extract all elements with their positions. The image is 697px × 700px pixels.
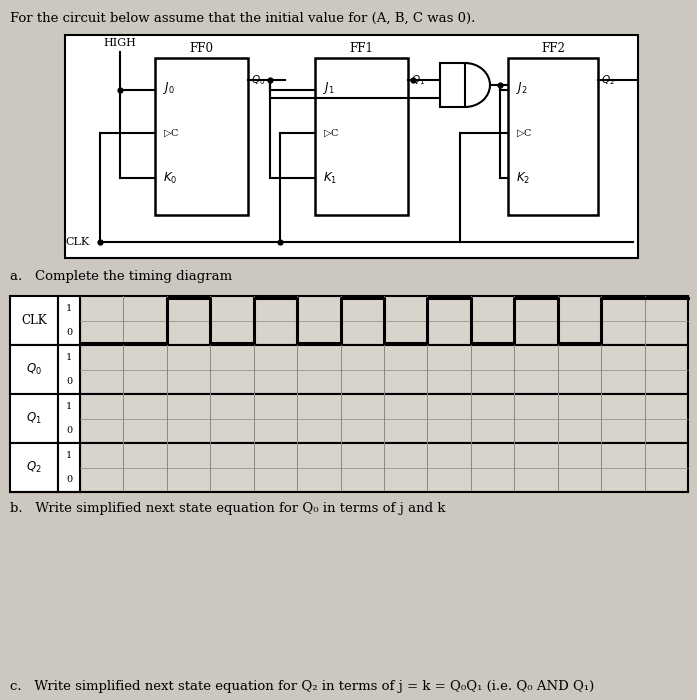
Text: $Q_2$: $Q_2$ (601, 73, 615, 87)
Text: 1: 1 (66, 402, 72, 411)
Text: a.   Complete the timing diagram: a. Complete the timing diagram (10, 270, 232, 283)
Bar (80, 296, 688, 345)
Text: $J_0$: $J_0$ (163, 80, 175, 96)
Text: $K_1$: $K_1$ (323, 171, 337, 186)
Bar (10, 492, 688, 498)
Text: b.   Write simplified next state equation for Q₀ in terms of j and k: b. Write simplified next state equation … (10, 502, 445, 515)
Text: $J_2$: $J_2$ (516, 80, 528, 96)
Bar (80, 443, 688, 492)
Text: $J_1$: $J_1$ (323, 80, 335, 96)
Bar (10, 345, 58, 394)
Text: $Q_0$: $Q_0$ (251, 73, 266, 87)
Bar (80, 345, 688, 394)
Text: 0: 0 (66, 328, 72, 337)
Bar (10, 443, 58, 492)
Text: $K_2$: $K_2$ (516, 171, 530, 186)
Text: $K_0$: $K_0$ (163, 171, 177, 186)
Text: HIGH: HIGH (104, 38, 137, 48)
Text: $\triangleright$C: $\triangleright$C (516, 127, 533, 139)
Bar (10, 296, 58, 345)
Text: $Q_1$: $Q_1$ (26, 411, 42, 426)
Text: For the circuit below assume that the initial value for (A, B, C was 0).: For the circuit below assume that the in… (10, 12, 475, 25)
Bar (58, 296, 80, 345)
Text: $Q_1$: $Q_1$ (411, 73, 425, 87)
Text: CLK: CLK (65, 237, 89, 247)
Bar (58, 394, 80, 443)
Bar (65, 35, 638, 258)
Text: 0: 0 (66, 377, 72, 386)
Bar (315, 58, 408, 215)
Text: $\triangleright$C: $\triangleright$C (323, 127, 339, 139)
Text: 1: 1 (66, 451, 72, 460)
Text: FF2: FF2 (541, 41, 565, 55)
Text: 0: 0 (66, 426, 72, 435)
Bar (58, 345, 80, 394)
Bar (58, 443, 80, 492)
Text: $Q_0$: $Q_0$ (26, 362, 42, 377)
Bar (80, 394, 688, 443)
Bar (10, 394, 58, 443)
Text: 0: 0 (66, 475, 72, 484)
Text: CLK: CLK (21, 314, 47, 327)
Text: 1: 1 (66, 304, 72, 313)
Text: $\triangleright$C: $\triangleright$C (163, 127, 179, 139)
Bar (440, 63, 465, 107)
Text: $Q_2$: $Q_2$ (26, 460, 42, 475)
Text: FF1: FF1 (349, 41, 373, 55)
Text: FF0: FF0 (189, 41, 213, 55)
Bar (155, 58, 248, 215)
Text: c.   Write simplified next state equation for Q₂ in terms of j = k = Q₀Q₁ (i.e. : c. Write simplified next state equation … (10, 680, 595, 693)
Text: 1: 1 (66, 353, 72, 362)
Bar (508, 58, 598, 215)
